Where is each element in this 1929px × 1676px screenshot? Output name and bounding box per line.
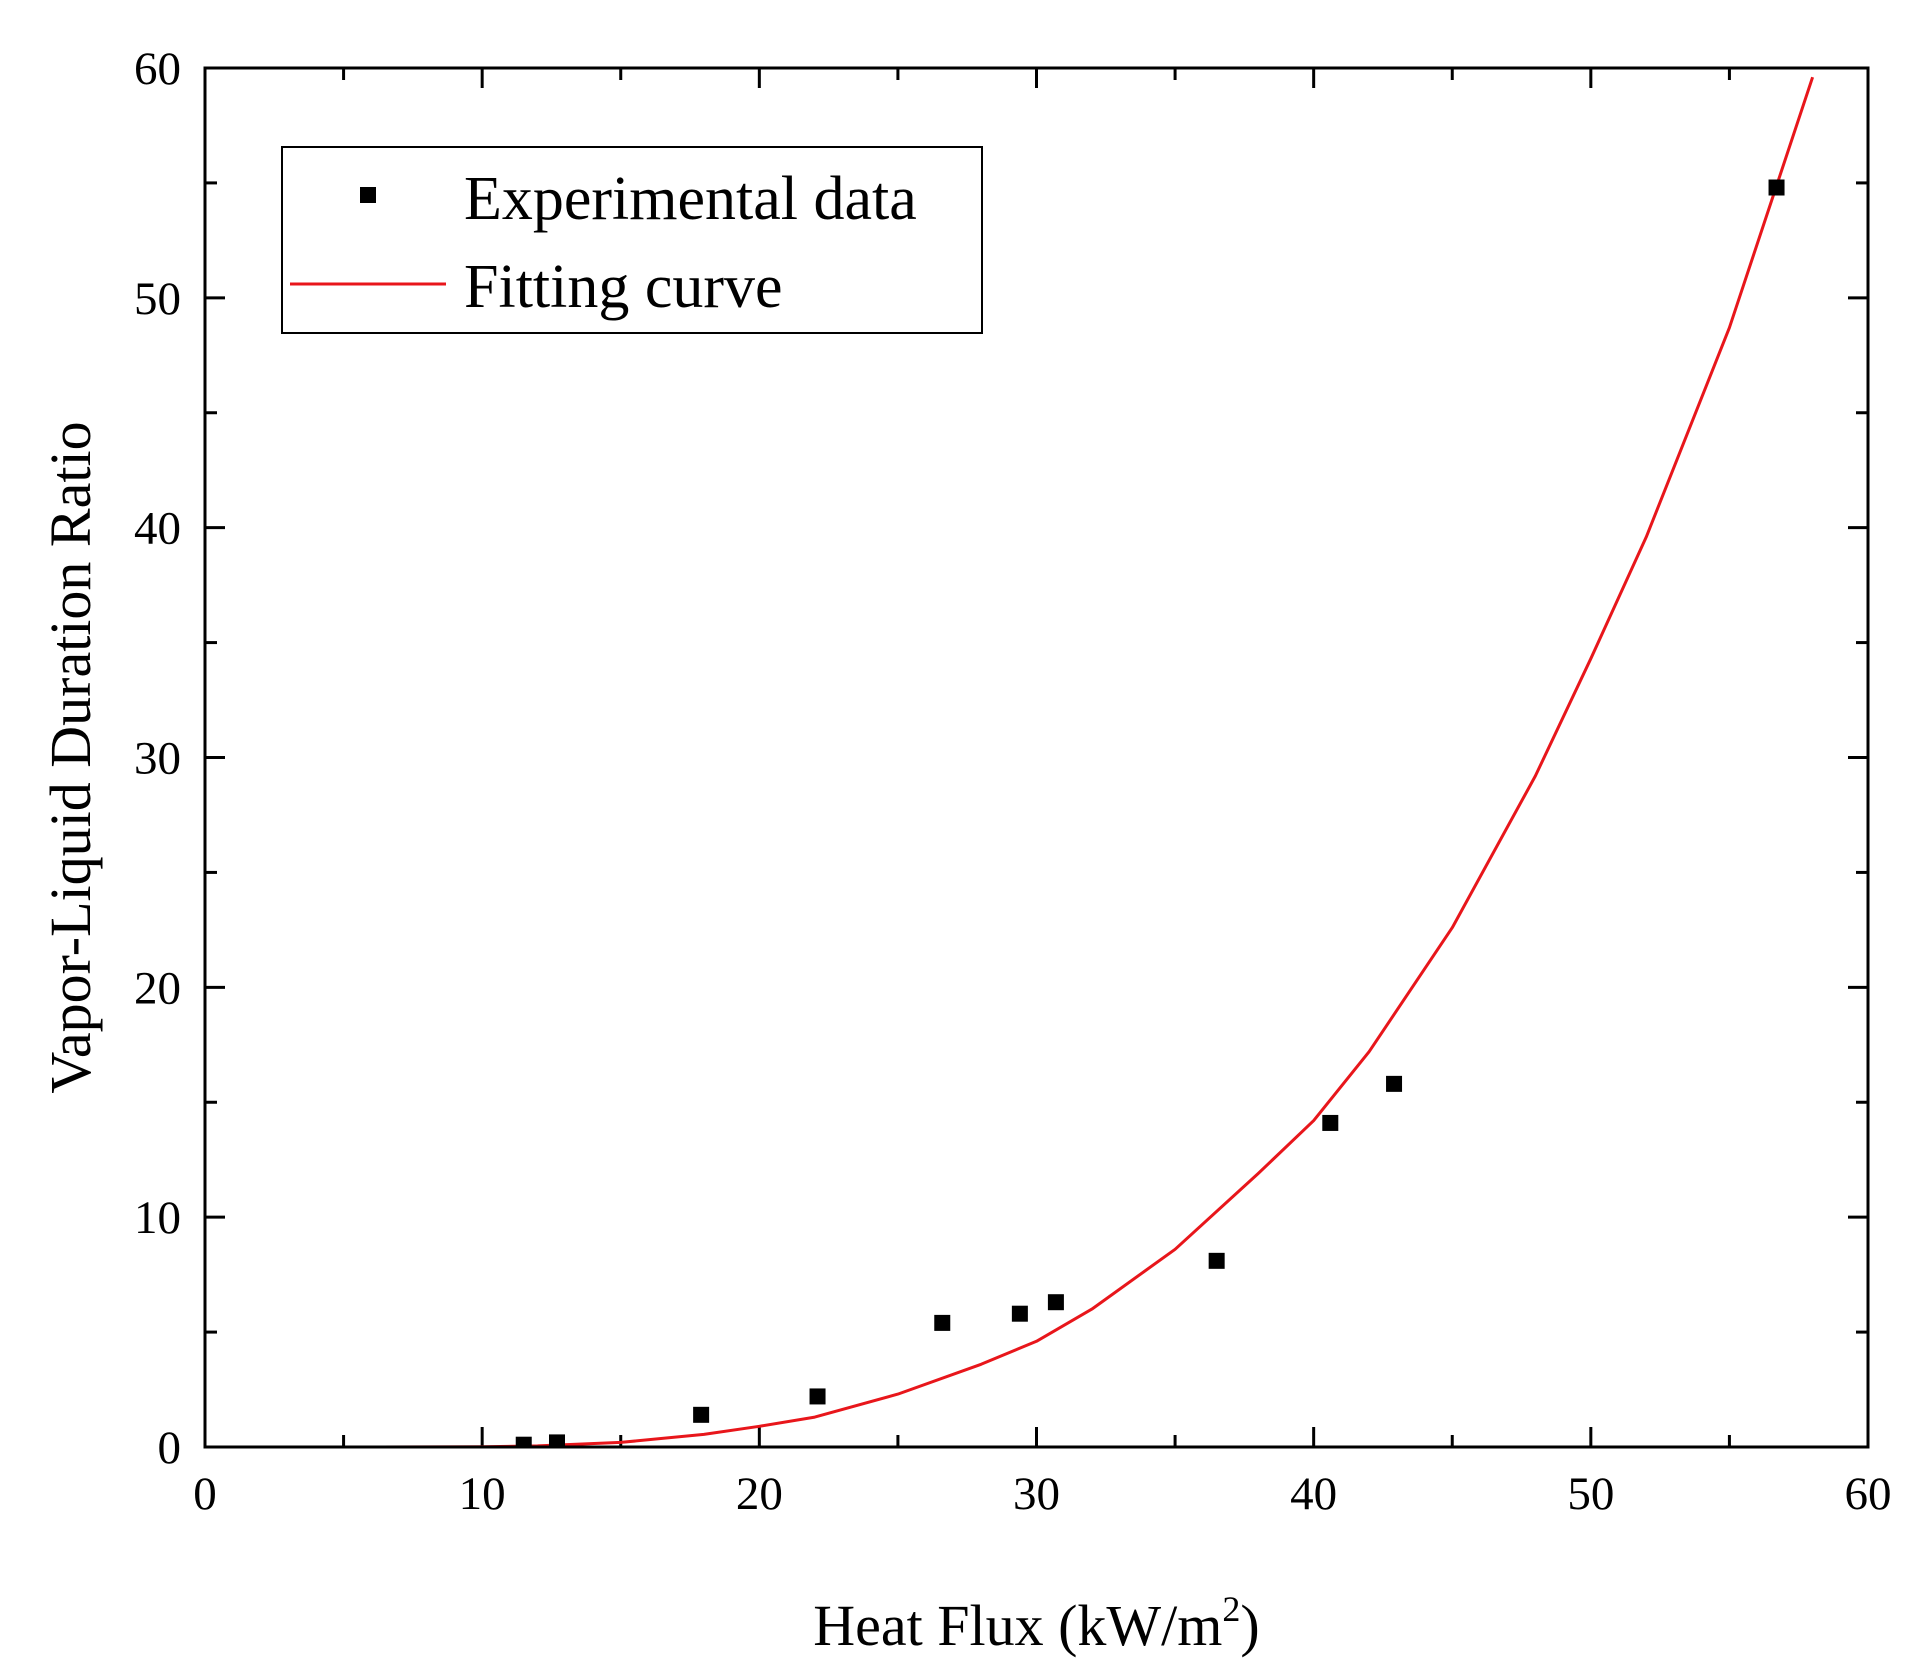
x-tick-label: 10 — [459, 1468, 506, 1520]
x-tick-label: 60 — [1845, 1468, 1892, 1520]
legend: Experimental data Fitting curve — [281, 146, 983, 334]
y-tick-label: 40 — [134, 503, 181, 555]
y-tick-label: 30 — [134, 733, 181, 785]
data-point — [1208, 1252, 1225, 1269]
x-tick-label: 30 — [1013, 1468, 1060, 1520]
data-point — [693, 1406, 710, 1423]
data-point — [515, 1436, 532, 1447]
legend-box — [281, 146, 983, 334]
data-point — [809, 1388, 826, 1405]
tick-labels: 0 10 20 30 40 50 60 0 10 20 30 40 50 60 — [134, 43, 1892, 1520]
x-axis-title: Heat Flux (kW/m2) — [813, 1589, 1259, 1658]
y-axis-title: Vapor-Liquid Duration Ratio — [38, 421, 103, 1093]
data-point — [1011, 1305, 1028, 1322]
y-tick-label: 60 — [134, 43, 181, 95]
x-axis-title-superscript: 2 — [1222, 1589, 1240, 1629]
x-axis-title-main: Heat Flux (kW/m — [813, 1593, 1222, 1658]
y-tick-label: 10 — [134, 1192, 181, 1244]
data-point — [549, 1434, 566, 1447]
legend-marker-experimental — [360, 187, 376, 203]
plot-frame — [203, 66, 1870, 1449]
y-tick-label: 0 — [158, 1422, 182, 1474]
data-point — [1322, 1114, 1339, 1131]
legend-label-experimental: Experimental data — [464, 165, 917, 233]
data-point — [934, 1314, 951, 1331]
y-tick-label: 20 — [134, 962, 181, 1014]
x-tick-label: 20 — [736, 1468, 783, 1520]
data-point — [1386, 1075, 1403, 1092]
data-point — [1047, 1294, 1064, 1311]
legend-label-fitting: Fitting curve — [464, 253, 783, 321]
fitting-curve-line — [205, 76, 1815, 1447]
data-point — [1768, 179, 1785, 196]
y-tick-label: 50 — [134, 273, 181, 325]
x-tick-label: 50 — [1567, 1468, 1614, 1520]
plot-marks — [205, 76, 1815, 1447]
x-tick-label: 40 — [1290, 1468, 1337, 1520]
x-axis-title-close: ) — [1240, 1593, 1259, 1658]
x-tick-label: 0 — [193, 1468, 217, 1520]
